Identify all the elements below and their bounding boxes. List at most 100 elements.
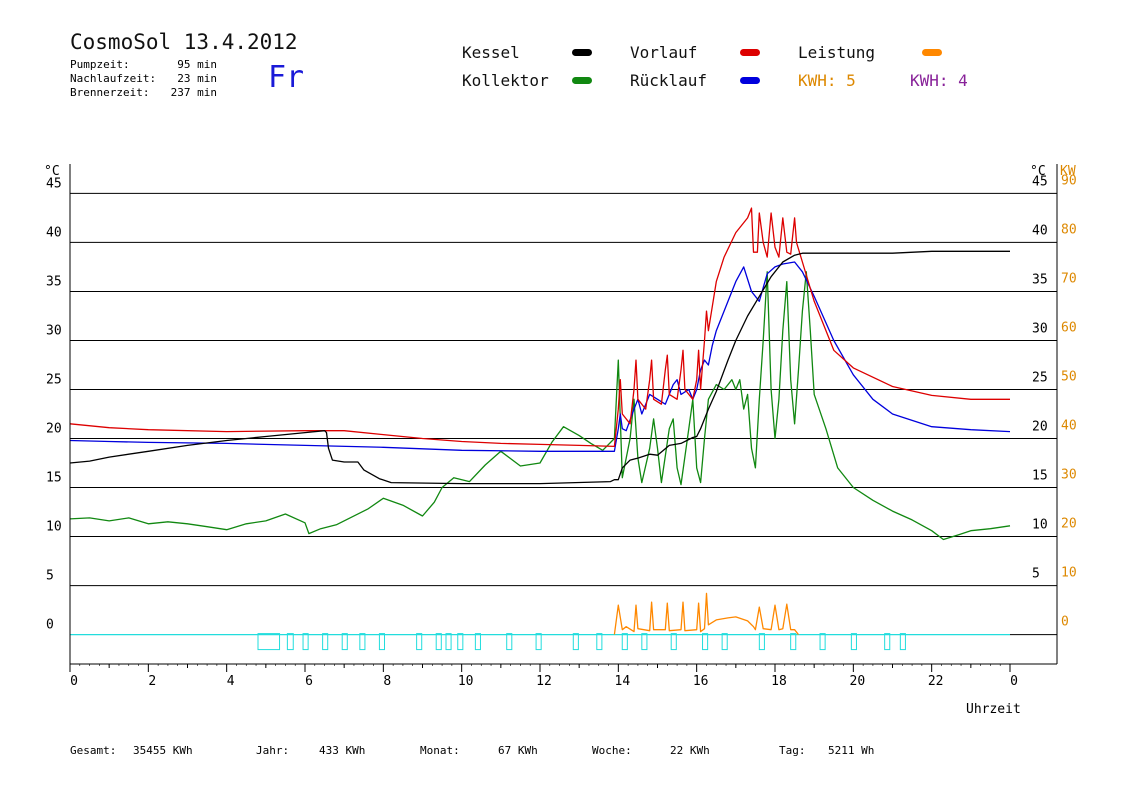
- y-tick-left-40: 40: [46, 225, 62, 240]
- kw-tick-30: 30: [1061, 468, 1077, 483]
- weekday-label: Fr: [268, 60, 305, 95]
- x-tick-label-10: 20: [850, 674, 866, 689]
- series-line-leistung: [613, 592, 800, 636]
- series-line-vorlauf: [69, 207, 1010, 448]
- footer-tag-label: Tag:: [779, 744, 806, 757]
- legend-vorlauf-label: Vorlauf: [630, 43, 698, 62]
- y-tick-left-15: 15: [46, 471, 62, 486]
- x-tick-label-6: 12: [536, 674, 552, 689]
- footer-jahr-label: Jahr:: [256, 744, 290, 757]
- pump-block: [758, 633, 765, 651]
- x-tick-label-9: 18: [771, 674, 787, 689]
- x-tick-label-5: 10: [458, 674, 474, 689]
- x-axis-label: Uhrzeit: [966, 702, 1021, 717]
- y-tick-left-45: 45: [46, 176, 62, 191]
- legend-vorlauf-marker: [740, 49, 760, 56]
- pump-block: [474, 633, 481, 651]
- footer-gesamt-value: 35455 KWh: [133, 744, 193, 757]
- x-tick-label-8: 16: [693, 674, 709, 689]
- footer-woche-value: 22 KWh: [670, 744, 710, 757]
- legend-kessel-label: Kessel: [462, 43, 520, 62]
- pump-block: [322, 633, 329, 651]
- pump-block: [621, 633, 628, 651]
- stat-pumpzeit-value: 95 min: [177, 58, 217, 71]
- pump-block: [359, 633, 366, 651]
- x-tick-label-4: 8: [383, 674, 391, 689]
- kw-tick-90: 90: [1061, 173, 1077, 188]
- kw-tick-50: 50: [1061, 369, 1077, 384]
- stat-brennerzeit-value: 237 min: [170, 86, 217, 99]
- y-tick-right-20: 20: [1032, 420, 1048, 435]
- legend-kollektor-label: Kollektor: [462, 71, 549, 90]
- x-tick-label-12: 0: [1010, 674, 1018, 689]
- series-line-ruecklauf: [69, 261, 1011, 452]
- pump-blocks: [257, 633, 906, 651]
- y-tick-left-5: 5: [46, 569, 54, 584]
- x-tick-label-11: 22: [928, 674, 944, 689]
- pump-block: [435, 633, 442, 651]
- chart-axes: [69, 164, 1058, 672]
- pump-block: [378, 633, 386, 651]
- grid-lines: [70, 192, 1057, 636]
- pump-block: [302, 633, 309, 651]
- legend-markers: [572, 49, 942, 84]
- stat-nachlaufzeit-label: Nachlaufzeit:: [70, 72, 157, 85]
- legend-kollektor-marker: [572, 77, 592, 84]
- footer-monat-value: 67 KWh: [498, 744, 538, 757]
- series-lines: [69, 207, 1011, 636]
- footer-gesamt-label: Gesamt:: [70, 744, 117, 757]
- right-axis-unit: °C: [1030, 164, 1046, 179]
- kw-tick-10: 10: [1061, 566, 1077, 581]
- pump-block: [257, 633, 281, 651]
- chart-title: CosmoSol 13.4.2012: [70, 30, 298, 54]
- y-tick-left-10: 10: [46, 520, 62, 535]
- y-tick-right-35: 35: [1032, 272, 1048, 287]
- legend-ruecklauf-label: Rücklauf: [630, 71, 708, 90]
- pump-block: [445, 633, 452, 651]
- right-axis-unit-kw: KW: [1060, 164, 1076, 179]
- kw-tick-80: 80: [1061, 222, 1077, 237]
- y-tick-left-35: 35: [46, 274, 62, 289]
- kw-tick-20: 20: [1061, 517, 1077, 532]
- pump-block: [721, 633, 728, 651]
- x-tick-label-0: 0: [70, 674, 78, 689]
- y-tick-right-15: 15: [1032, 469, 1048, 484]
- x-tick-label-2: 4: [227, 674, 235, 689]
- y-tick-left-30: 30: [46, 323, 62, 338]
- pump-block: [506, 633, 513, 651]
- pump-block: [641, 633, 648, 651]
- legend-leistung-label: Leistung: [798, 43, 876, 62]
- y-tick-right-40: 40: [1032, 223, 1048, 238]
- pump-block: [596, 633, 603, 651]
- y-tick-left-25: 25: [46, 372, 62, 387]
- x-tick-label-7: 14: [615, 674, 631, 689]
- pump-block: [702, 633, 709, 651]
- y-tick-right-5: 5: [1032, 567, 1040, 582]
- legend-ruecklauf-marker: [740, 77, 760, 84]
- x-tick-label-3: 6: [305, 674, 313, 689]
- x-tick-label-1: 2: [148, 674, 156, 689]
- pump-block: [819, 633, 826, 651]
- y-tick-right-45: 45: [1032, 174, 1048, 189]
- y-tick-right-30: 30: [1032, 321, 1048, 336]
- footer-monat-label: Monat:: [420, 744, 460, 757]
- pump-block: [790, 633, 797, 651]
- footer-tag-value: 5211 Wh: [828, 744, 875, 757]
- stat-pumpzeit-label: Pumpzeit:: [70, 58, 130, 71]
- stat-nachlaufzeit-value: 23 min: [177, 72, 217, 85]
- footer-woche-label: Woche:: [592, 744, 632, 757]
- series-line-kollektor: [69, 271, 1011, 541]
- pump-block: [286, 633, 294, 651]
- footer-jahr-value: 433 KWh: [319, 744, 366, 757]
- stat-brennerzeit-label: Brennerzeit:: [70, 86, 150, 99]
- series-line-kessel: [69, 250, 1010, 485]
- kw-tick-0: 0: [1061, 615, 1069, 630]
- pump-block: [416, 633, 423, 651]
- pump-block: [670, 633, 677, 651]
- pump-block: [899, 633, 906, 651]
- legend-kessel-marker: [572, 49, 592, 56]
- y-tick-left-20: 20: [46, 422, 62, 437]
- pump-block: [457, 633, 464, 651]
